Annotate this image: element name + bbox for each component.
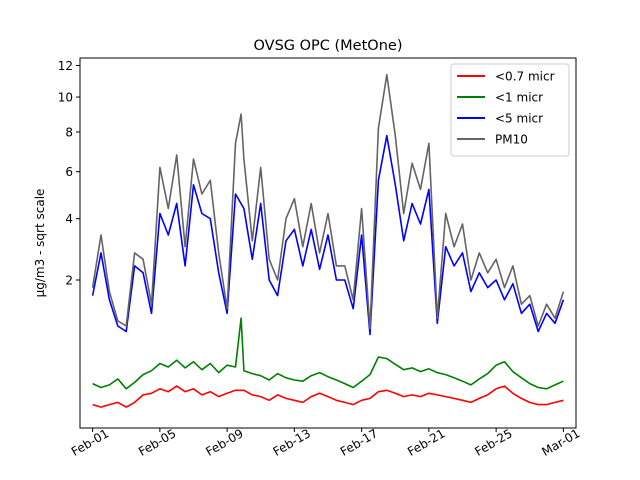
series-line-0: [92, 385, 564, 408]
y-tick-label: 2: [65, 274, 73, 288]
series-line-2: [91, 134, 565, 336]
legend: <0.7 micr <1 micr <5 micr PM10: [450, 63, 570, 157]
y-tick-label: 12: [58, 59, 73, 73]
chart-title: OVSG OPC (MetOne): [254, 38, 403, 54]
y-tick-label: 4: [65, 212, 73, 226]
y-axis-label: µg/m3 - sqrt scale: [33, 189, 47, 298]
series-line-3: [91, 73, 565, 330]
y-axis-ticks: 2 4 6 8 10 12: [58, 59, 80, 288]
legend-label: <5 micr: [495, 112, 543, 126]
y-tick-label: 10: [58, 91, 73, 105]
plot-area-frame: [79, 57, 577, 429]
legend-label: <1 micr: [495, 91, 543, 105]
y-tick-label: 8: [65, 126, 73, 140]
legend-box: [450, 63, 570, 157]
y-tick-label: 6: [65, 165, 73, 179]
legend-label: PM10: [495, 133, 528, 147]
legend-label: <0.7 micr: [495, 70, 555, 84]
series-line-1: [92, 317, 564, 390]
plot-series-layer: [91, 73, 565, 408]
